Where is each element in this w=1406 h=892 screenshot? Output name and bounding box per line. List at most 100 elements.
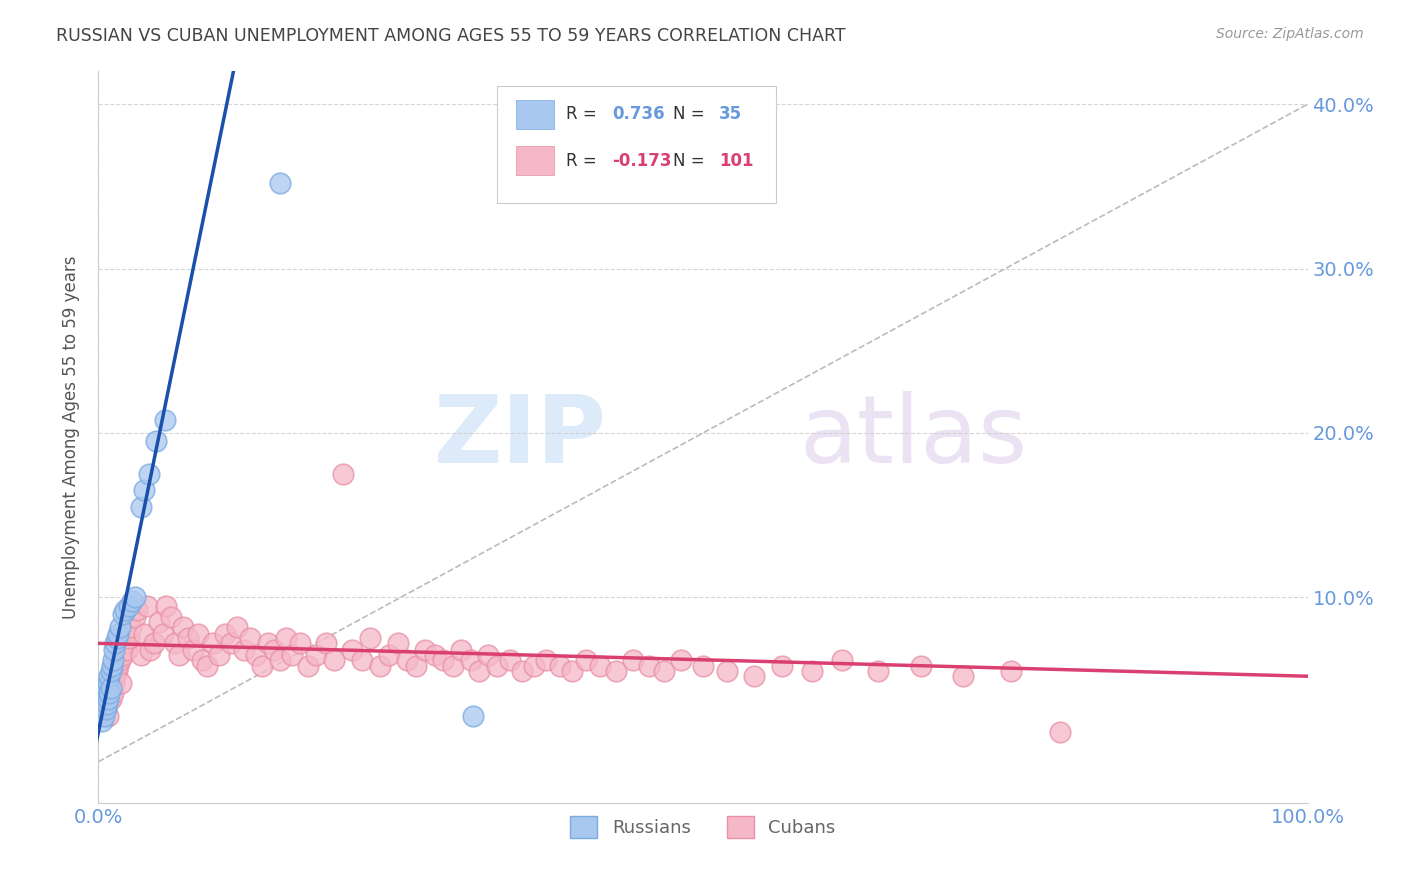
Point	[498, 653, 520, 667]
Point	[486, 659, 509, 673]
Point	[117, 643, 139, 657]
Point	[94, 697, 117, 711]
Point	[323, 653, 346, 667]
Point	[195, 659, 218, 673]
Point	[110, 675, 132, 690]
Point	[423, 648, 446, 662]
Point	[770, 659, 793, 673]
Point	[100, 659, 122, 673]
Point	[350, 653, 373, 667]
Point	[621, 653, 644, 667]
Point	[441, 659, 464, 673]
Point	[315, 636, 337, 650]
Point	[1049, 725, 1071, 739]
Point	[550, 659, 572, 673]
Point	[101, 686, 124, 700]
Point	[387, 636, 409, 650]
Point	[589, 659, 612, 673]
Point	[534, 653, 557, 667]
Point	[342, 643, 364, 657]
FancyBboxPatch shape	[498, 86, 776, 203]
Point	[290, 636, 312, 650]
Point	[256, 636, 278, 650]
Point	[1000, 665, 1022, 679]
Point	[91, 714, 114, 728]
Text: 35: 35	[718, 104, 742, 123]
Point	[118, 632, 141, 646]
Point	[98, 669, 121, 683]
Point	[305, 648, 328, 662]
Point	[148, 615, 170, 629]
Point	[108, 653, 131, 667]
Point	[952, 669, 974, 683]
Point	[561, 665, 583, 679]
Point	[91, 692, 114, 706]
Point	[274, 632, 297, 646]
Point	[105, 665, 128, 679]
Point	[360, 632, 382, 646]
Point	[104, 669, 127, 683]
Point	[105, 632, 128, 646]
Point	[460, 653, 482, 667]
Point	[107, 626, 129, 640]
Point	[93, 692, 115, 706]
Point	[226, 620, 249, 634]
Point	[239, 632, 262, 646]
Point	[160, 610, 183, 624]
Point	[245, 648, 267, 662]
Point	[413, 643, 436, 657]
Point	[108, 620, 131, 634]
Point	[671, 653, 693, 667]
Point	[910, 659, 932, 673]
Y-axis label: Unemployment Among Ages 55 to 59 years: Unemployment Among Ages 55 to 59 years	[62, 255, 80, 619]
Point	[250, 659, 273, 673]
Point	[692, 659, 714, 673]
Point	[91, 686, 114, 700]
Point	[468, 665, 491, 679]
Point	[477, 648, 499, 662]
Text: 101: 101	[718, 152, 754, 169]
Point	[94, 686, 117, 700]
FancyBboxPatch shape	[516, 100, 554, 129]
Point	[98, 686, 121, 700]
Text: 0.736: 0.736	[613, 104, 665, 123]
Point	[145, 434, 167, 449]
Point	[97, 708, 120, 723]
Point	[100, 673, 122, 687]
Point	[107, 659, 129, 673]
Point	[269, 176, 291, 190]
Point	[138, 467, 160, 481]
Point	[177, 632, 200, 646]
Point	[332, 467, 354, 481]
Point	[91, 689, 114, 703]
Point	[153, 413, 176, 427]
Point	[134, 483, 156, 498]
Point	[191, 653, 214, 667]
Point	[510, 665, 533, 679]
Point	[121, 593, 143, 607]
Point	[831, 653, 853, 667]
Point	[214, 626, 236, 640]
Legend: Russians, Cubans: Russians, Cubans	[564, 808, 842, 845]
Text: RUSSIAN VS CUBAN UNEMPLOYMENT AMONG AGES 55 TO 59 YEARS CORRELATION CHART: RUSSIAN VS CUBAN UNEMPLOYMENT AMONG AGES…	[56, 27, 846, 45]
Point	[450, 643, 472, 657]
Point	[96, 697, 118, 711]
Point	[163, 636, 186, 650]
Point	[281, 648, 304, 662]
Point	[575, 653, 598, 667]
Point	[155, 599, 177, 613]
Point	[103, 675, 125, 690]
Point	[111, 648, 134, 662]
Point	[124, 591, 146, 605]
Point	[98, 681, 121, 695]
Point	[523, 659, 546, 673]
Point	[143, 636, 166, 650]
Point	[152, 626, 174, 640]
Point	[800, 665, 823, 679]
Point	[120, 620, 142, 634]
Point	[377, 648, 399, 662]
Point	[94, 702, 117, 716]
Point	[202, 636, 225, 650]
Point	[187, 626, 209, 640]
Point	[742, 669, 765, 683]
